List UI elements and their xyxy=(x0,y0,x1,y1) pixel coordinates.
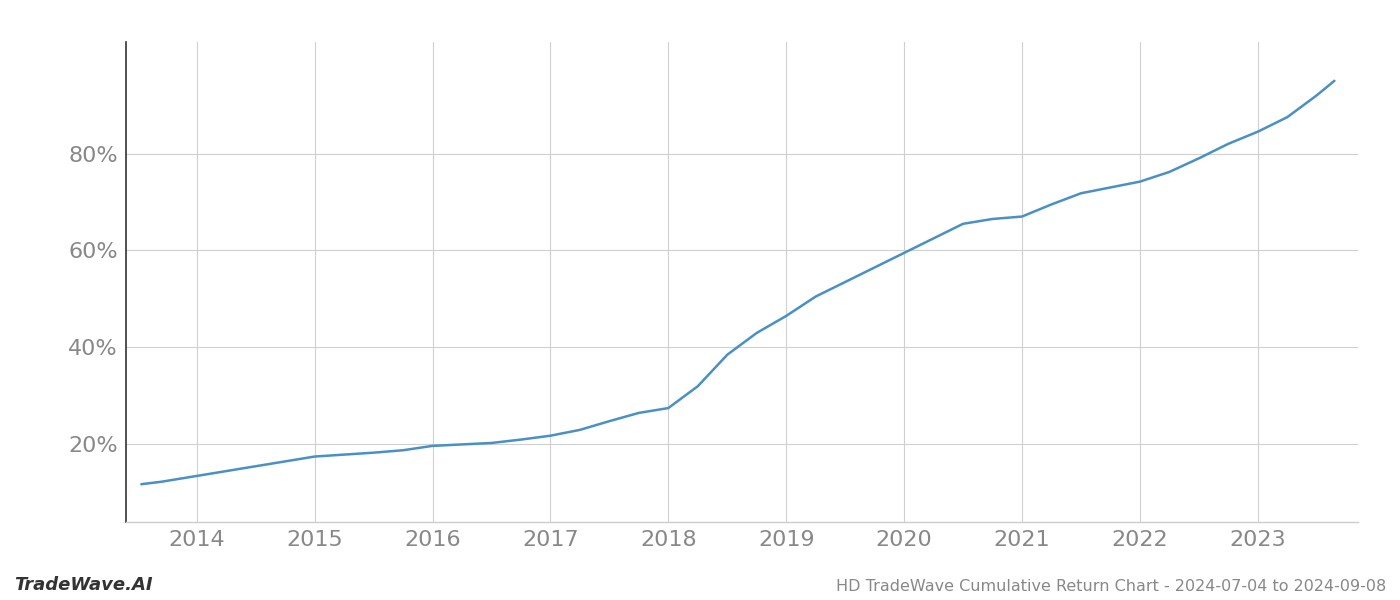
Text: TradeWave.AI: TradeWave.AI xyxy=(14,576,153,594)
Text: HD TradeWave Cumulative Return Chart - 2024-07-04 to 2024-09-08: HD TradeWave Cumulative Return Chart - 2… xyxy=(836,579,1386,594)
